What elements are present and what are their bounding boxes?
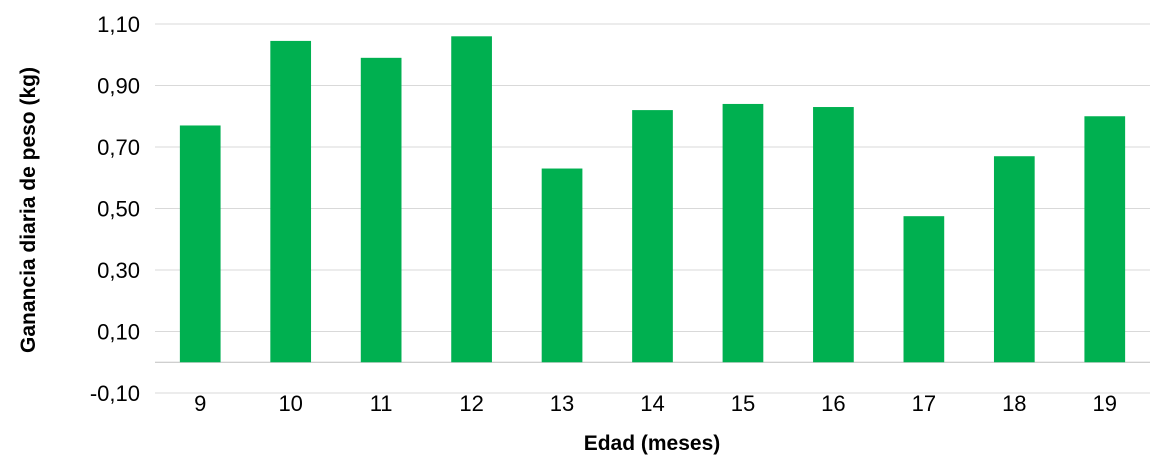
x-axis-title: Edad (meses) xyxy=(584,432,721,455)
y-tick-label: 0,10 xyxy=(97,320,140,345)
y-tick-label: -0,10 xyxy=(90,381,140,406)
x-axis-ticks: 9 10 11 12 13 14 15 16 17 18 19 xyxy=(194,391,1117,416)
x-tick-label: 14 xyxy=(640,391,664,416)
x-tick-label: 12 xyxy=(459,391,483,416)
x-tick-label: 13 xyxy=(550,391,574,416)
bar-9 xyxy=(179,125,221,363)
bar-15 xyxy=(722,103,764,363)
x-tick-label: 11 xyxy=(370,391,393,416)
bar-11 xyxy=(360,57,402,363)
y-tick-label: 0,90 xyxy=(97,74,140,99)
x-tick-label: 10 xyxy=(278,391,302,416)
bar-16 xyxy=(813,107,854,363)
x-tick-label: 15 xyxy=(731,391,755,416)
y-axis-title: Ganancia diaria de peso (kg) xyxy=(17,67,40,353)
bar-10 xyxy=(270,40,312,363)
bar-17 xyxy=(903,216,945,363)
y-axis-ticks: -0,10 0,10 0,30 0,50 0,70 0,90 1,10 xyxy=(90,12,140,406)
x-tick-label: 9 xyxy=(194,391,206,416)
x-tick-label: 17 xyxy=(912,391,936,416)
bars xyxy=(179,36,1126,363)
y-tick-label: 0,70 xyxy=(97,135,140,160)
y-tick-label: 1,10 xyxy=(97,12,140,37)
bar-13 xyxy=(541,168,583,363)
y-tick-label: 0,30 xyxy=(97,258,140,283)
y-tick-label: 0,50 xyxy=(97,197,140,222)
x-tick-label: 19 xyxy=(1093,391,1117,416)
bar-19 xyxy=(1084,116,1126,363)
x-tick-label: 18 xyxy=(1002,391,1026,416)
bar-14 xyxy=(632,110,673,363)
bar-18 xyxy=(993,156,1035,363)
x-tick-label: 16 xyxy=(821,391,845,416)
bar-12 xyxy=(451,36,492,363)
